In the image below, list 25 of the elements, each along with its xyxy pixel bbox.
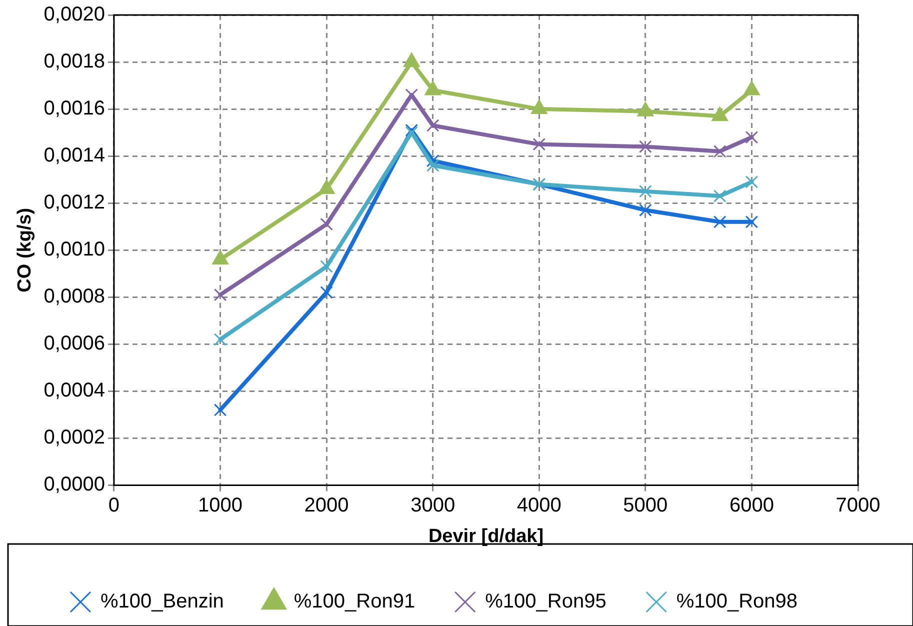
x-tick-label: 0: [108, 494, 120, 517]
legend-label: %100_Benzin: [100, 590, 224, 613]
y-tick-label: 0,0008: [44, 286, 105, 308]
x-axis-title: Devir [d/dak]: [428, 526, 544, 547]
y-tick-label: 0,0006: [44, 332, 105, 355]
x-tick-label: 4000: [516, 494, 562, 517]
y-tick-label: 0,0012: [44, 192, 105, 214]
y-tick-label: 0,0014: [44, 144, 105, 167]
y-tick-label: 0,0016: [44, 98, 105, 120]
x-tick-label: 7000: [836, 494, 880, 517]
x-tick-label: 5000: [623, 494, 668, 517]
y-tick-label: 0,0002: [44, 426, 105, 449]
y-tick-label: 0,0004: [44, 380, 105, 402]
y-tick-label: 0,0000: [44, 474, 105, 496]
y-axis-title: CO (kg/s): [14, 208, 36, 292]
y-tick-label: 0,0010: [44, 238, 105, 261]
legend-label: %100_Ron98: [676, 590, 798, 613]
legend-label: %100_Ron95: [485, 590, 606, 613]
x-tick-label: 2000: [304, 494, 349, 517]
legend-label: %100_Ron91: [294, 590, 416, 613]
x-tick-label: 6000: [729, 494, 774, 517]
y-tick-label: 0,0020: [44, 4, 105, 26]
y-tick-label: 0,0018: [44, 50, 105, 73]
x-tick-label: 1000: [198, 494, 243, 517]
x-tick-label: 3000: [410, 494, 456, 517]
